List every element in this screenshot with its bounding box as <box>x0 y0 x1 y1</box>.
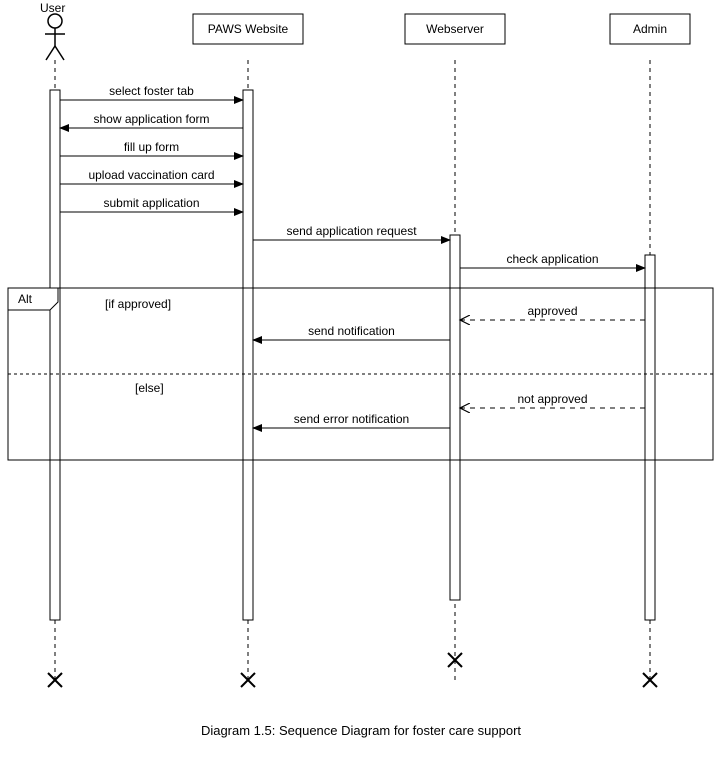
alt-label: Alt <box>18 292 33 306</box>
activation-bar <box>450 235 460 600</box>
alt-guard: [else] <box>135 381 164 395</box>
message-label: not approved <box>517 392 587 406</box>
message-label: fill up form <box>124 140 179 154</box>
activation-bar <box>243 90 253 620</box>
alt-fragment <box>8 288 713 460</box>
message-label: check application <box>506 252 598 266</box>
message-label: send error notification <box>294 412 409 426</box>
participant-label: User <box>40 1 65 15</box>
participant-label: Admin <box>633 22 667 36</box>
participant-label: PAWS Website <box>208 22 289 36</box>
activation-bar <box>645 255 655 620</box>
activation-bar <box>50 90 60 620</box>
message-label: submit application <box>103 196 199 210</box>
message-label: approved <box>527 304 577 318</box>
alt-tab <box>8 288 58 310</box>
alt-guard: [if approved] <box>105 297 171 311</box>
diagram-caption: Diagram 1.5: Sequence Diagram for foster… <box>201 723 521 738</box>
actor-icon <box>48 14 62 28</box>
message-label: send notification <box>308 324 395 338</box>
participant-label: Webserver <box>426 22 484 36</box>
message-label: show application form <box>93 112 209 126</box>
message-label: send application request <box>286 224 417 238</box>
sequence-diagram: User PAWS Website Webserver Admin Alt [if app… <box>0 0 722 762</box>
message-label: upload vaccination card <box>88 168 214 182</box>
message-label: select foster tab <box>109 84 194 98</box>
